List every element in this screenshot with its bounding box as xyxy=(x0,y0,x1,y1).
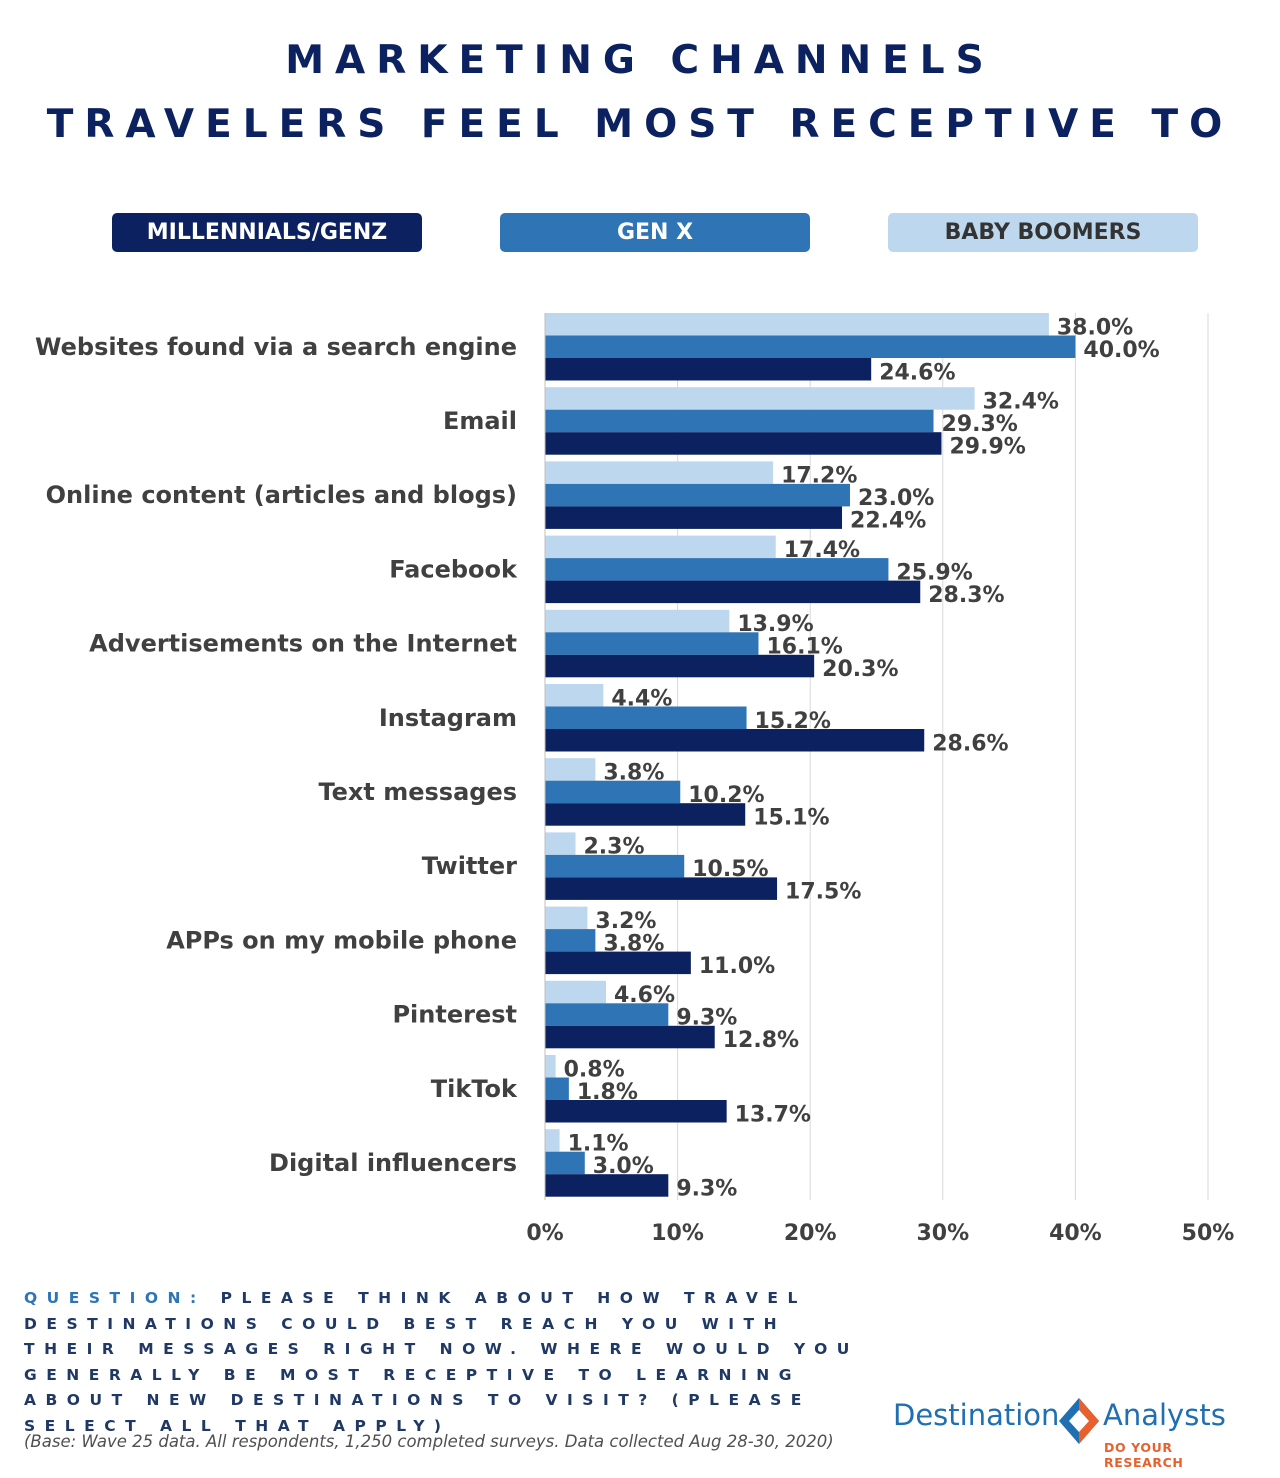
category-label: Twitter xyxy=(422,852,517,880)
question-text: PLEASE THINK ABOUT HOW TRAVEL DESTINATIO… xyxy=(24,1289,859,1435)
legend-genx: GEN X xyxy=(500,213,810,252)
bar xyxy=(545,1055,556,1078)
bar-chart: Websites found via a search engine38.0%4… xyxy=(35,313,1235,1246)
data-label: 23.0% xyxy=(858,486,934,511)
bar xyxy=(545,980,606,1004)
x-tick-label: 30% xyxy=(916,1221,969,1246)
bar xyxy=(545,506,843,529)
category-label: Email xyxy=(443,407,517,435)
data-label: 20.3% xyxy=(822,657,898,682)
legend-millennials: MILLENNIALS/GENZ xyxy=(112,213,422,252)
bar xyxy=(545,758,596,781)
bar xyxy=(545,929,596,952)
bar xyxy=(545,1025,715,1049)
category-label: Online content (articles and blogs) xyxy=(46,481,517,509)
data-label: 15.1% xyxy=(753,805,829,830)
data-label: 9.3% xyxy=(676,1176,737,1201)
bar xyxy=(545,1129,560,1152)
data-label: 17.5% xyxy=(785,880,861,905)
bar xyxy=(545,951,691,975)
x-tick-label: 20% xyxy=(784,1221,837,1246)
bar xyxy=(545,706,747,729)
data-label: 28.3% xyxy=(928,583,1004,608)
bar xyxy=(545,483,850,507)
bar xyxy=(545,729,925,752)
data-label: 32.4% xyxy=(983,389,1059,414)
data-label: 0.8% xyxy=(564,1057,625,1082)
bar xyxy=(545,535,776,559)
bar xyxy=(545,854,685,878)
question-prefix: QUESTION: xyxy=(24,1289,206,1307)
data-label: 29.9% xyxy=(949,434,1025,459)
survey-question: QUESTION: PLEASE THINK ABOUT HOW TRAVEL … xyxy=(24,1286,874,1439)
category-label: Advertisements on the Internet xyxy=(89,630,517,658)
bar xyxy=(545,313,1049,336)
bar xyxy=(545,387,975,410)
bar xyxy=(545,803,746,826)
chart-title-line-2: TRAVELERS FEEL MOST RECEPTIVE TO xyxy=(46,102,1234,147)
bar xyxy=(545,1151,585,1175)
data-label: 24.6% xyxy=(879,360,955,385)
x-tick-label: 10% xyxy=(651,1221,704,1246)
data-label: 3.2% xyxy=(595,909,656,934)
logo-tagline: DO YOUR RESEARCH xyxy=(1104,1440,1184,1470)
category-label: APPs on my mobile phone xyxy=(166,926,517,954)
data-label: 28.6% xyxy=(932,731,1008,756)
category-label: Instagram xyxy=(379,704,517,732)
bar xyxy=(545,1003,669,1026)
data-label: 11.0% xyxy=(699,954,775,979)
x-tick-label: 0% xyxy=(526,1221,563,1246)
x-tick-label: 40% xyxy=(1049,1221,1102,1246)
bar xyxy=(545,877,778,900)
category-label: Websites found via a search engine xyxy=(35,333,517,361)
bar xyxy=(545,461,774,484)
bar xyxy=(545,1174,669,1197)
chart-title-line-1: MARKETING CHANNELS xyxy=(285,38,995,83)
logo-word-analysts: Analysts xyxy=(1103,1398,1226,1432)
legend-boomers: BABY BOOMERS xyxy=(888,213,1198,252)
bar xyxy=(545,558,889,581)
data-label: 29.3% xyxy=(942,412,1018,437)
category-label: Pinterest xyxy=(392,1001,517,1029)
category-label: Digital influencers xyxy=(269,1149,517,1177)
destination-analysts-logo: Destination Analysts DO YOUR RESEARCH xyxy=(893,1396,1253,1470)
bar xyxy=(545,632,759,655)
bar xyxy=(545,832,576,855)
bar xyxy=(545,409,934,433)
bar xyxy=(545,358,872,381)
data-label: 13.7% xyxy=(735,1102,811,1127)
bar xyxy=(545,432,942,455)
data-label: 12.8% xyxy=(723,1028,799,1053)
bar xyxy=(545,1100,727,1123)
bar xyxy=(545,684,604,707)
bar xyxy=(545,609,730,633)
bar xyxy=(545,335,1076,358)
bar xyxy=(545,580,921,604)
bar xyxy=(545,1077,569,1100)
bar xyxy=(545,780,681,804)
bar xyxy=(545,906,588,930)
diamond-logo-icon xyxy=(1059,1398,1099,1444)
x-tick-label: 50% xyxy=(1182,1221,1235,1246)
bar xyxy=(545,654,815,678)
logo-word-destination: Destination xyxy=(893,1398,1060,1432)
category-label: TikTok xyxy=(431,1075,518,1103)
data-label: 22.4% xyxy=(850,509,926,534)
data-label: 40.0% xyxy=(1083,338,1159,363)
base-note: (Base: Wave 25 data. All respondents, 1,… xyxy=(24,1432,834,1451)
category-label: Facebook xyxy=(389,555,518,583)
category-label: Text messages xyxy=(318,778,517,806)
